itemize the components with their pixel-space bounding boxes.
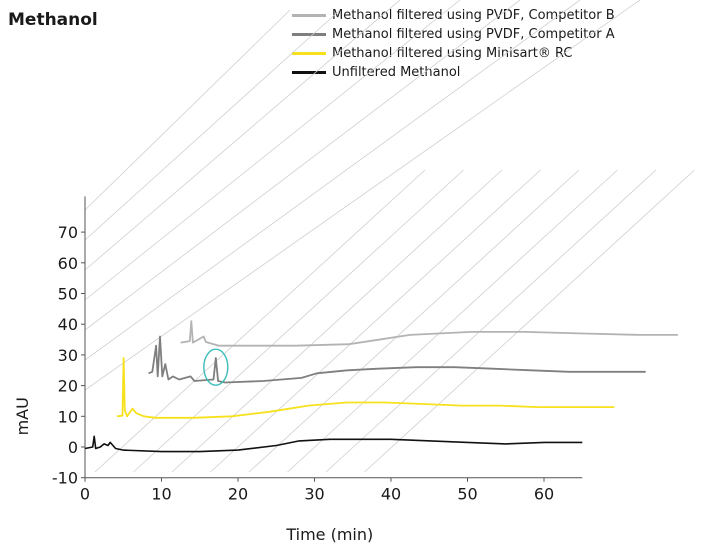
chart-title: Methanol: [8, 10, 98, 30]
y-tick-label: 60: [58, 254, 78, 273]
legend-item-competitor-b: Methanol filtered using PVDF, Competitor…: [292, 6, 615, 25]
legend-swatch-competitor-a: [292, 33, 326, 36]
x-tick-label: 60: [534, 485, 554, 504]
depth-gridline-lower: [171, 169, 503, 473]
legend-item-minisart-rc: Methanol filtered using Minisart® RC: [292, 44, 615, 63]
depth-gridline-lower: [248, 169, 580, 473]
legend-swatch-minisart-rc: [292, 52, 326, 55]
depth-gridline-upper: [84, 9, 341, 241]
depth-gridline-lower: [210, 169, 541, 473]
series-line-methanol-filtered-using-minisart-rc: [117, 357, 615, 419]
x-tick-label: 30: [304, 485, 324, 504]
series-line-methanol-filtered-using-pvdf-competitor-a: [148, 335, 646, 384]
legend-swatch-unfiltered: [292, 71, 326, 74]
x-tick-label: 20: [228, 485, 248, 504]
x-tick-label: 40: [381, 485, 401, 504]
legend-label-minisart-rc: Methanol filtered using Minisart® RC: [332, 46, 573, 61]
y-tick-label: 50: [58, 285, 78, 304]
y-tick-label: 10: [58, 407, 78, 426]
depth-gridline-upper: [84, 9, 291, 211]
y-tick-label: 20: [58, 377, 78, 396]
x-tick-label: 0: [80, 485, 90, 504]
x-tick-label: 10: [151, 485, 171, 504]
series-line-methanol-filtered-using-pvdf-competitor-b: [180, 320, 678, 347]
x-tick-label: 50: [457, 485, 477, 504]
x-axis-label: Time (min): [285, 525, 373, 544]
depth-gridline-upper: [84, 0, 521, 331]
y-tick-label: 70: [58, 223, 78, 242]
depth-gridline-upper: [84, 0, 581, 361]
y-tick-label: 40: [58, 315, 78, 334]
depth-gridline-upper: [84, 0, 641, 391]
series-line-unfiltered-methanol: [84, 435, 583, 453]
depth-gridline-upper: [84, 0, 401, 271]
legend-label-competitor-b: Methanol filtered using PVDF, Competitor…: [332, 8, 615, 23]
legend-label-competitor-a: Methanol filtered using PVDF, Competitor…: [332, 27, 615, 42]
y-tick-label: -10: [52, 469, 78, 488]
peak-highlight-circle: [203, 348, 229, 386]
depth-gridline-lower: [325, 169, 657, 473]
depth-gridline-lower: [94, 169, 426, 473]
depth-gridline-lower: [287, 169, 618, 473]
chart-legend: Methanol filtered using PVDF, Competitor…: [292, 6, 615, 82]
depth-gridline-lower: [364, 169, 695, 473]
depth-gridline-upper: [84, 0, 461, 301]
legend-swatch-competitor-b: [292, 14, 326, 17]
y-tick-label: 30: [58, 346, 78, 365]
y-tick-label: 0: [68, 438, 78, 457]
depth-gridline-lower: [133, 169, 464, 473]
y-axis-label: mAU: [13, 397, 32, 435]
legend-item-competitor-a: Methanol filtered using PVDF, Competitor…: [292, 25, 615, 44]
